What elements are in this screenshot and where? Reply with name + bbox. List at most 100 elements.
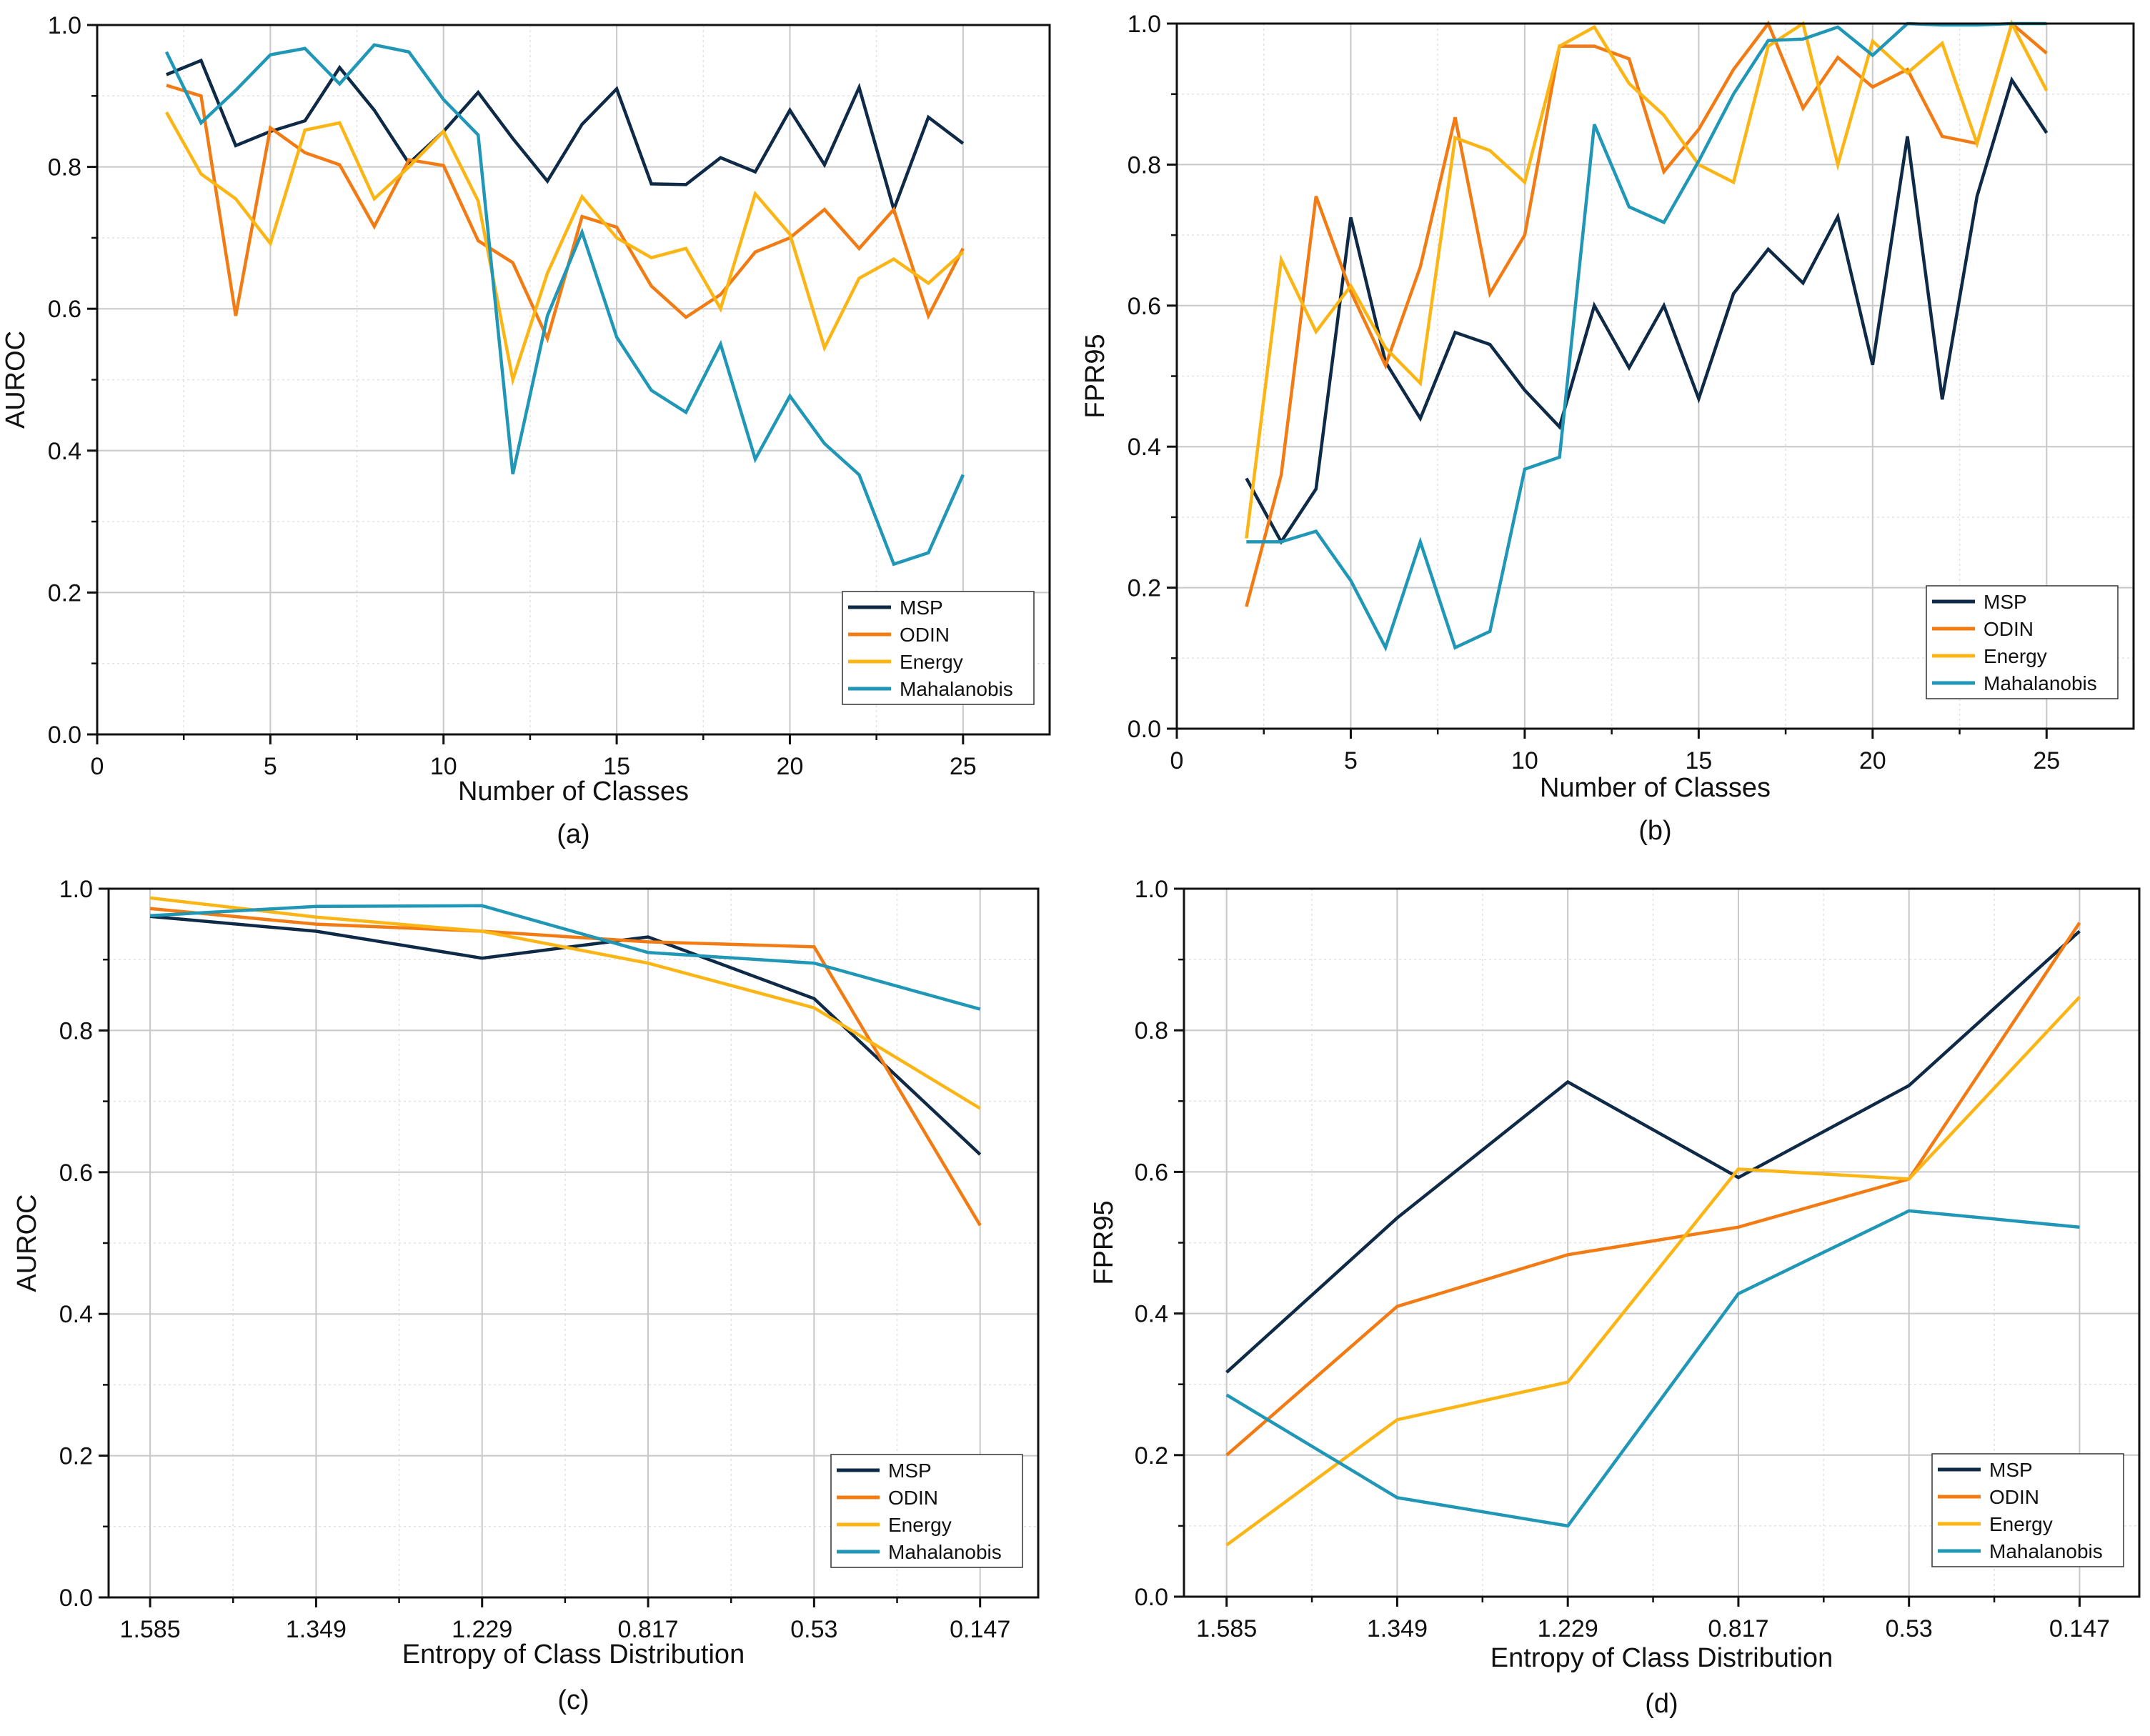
y-tick-label: 0.4	[48, 438, 81, 465]
series-line-msp	[1225, 929, 2081, 1374]
y-tick-label: 0.8	[48, 154, 81, 181]
y-tick-label: 0.2	[1135, 1442, 1168, 1470]
panel-caption: (a)	[557, 819, 589, 849]
x-tick-label: 10	[1511, 747, 1538, 774]
y-tick-label: 0.4	[1135, 1301, 1168, 1328]
legend-label-energy: Energy	[900, 651, 963, 673]
x-axis-title: Entropy of Class Distribution	[402, 1640, 745, 1670]
chart-panel-c: 1.585 1.349 1.229 0.817 0.53 0.147 0.0 0.2 0.4 0.…	[12, 876, 1040, 1715]
legend-label-energy: Energy	[1989, 1513, 2053, 1535]
y-tick-label: 0.0	[59, 1585, 93, 1612]
x-tick-label: 25	[2033, 747, 2060, 774]
series-line-msp	[166, 58, 965, 215]
x-tick-label: 15	[1685, 747, 1712, 774]
x-tick-label: 1.585	[120, 1616, 181, 1643]
y-tick-label: 0.4	[59, 1301, 93, 1328]
legend-label-odin: ODIN	[900, 624, 950, 646]
chart-panel-d: 1.585 1.349 1.229 0.817 0.53 0.147 0.0 0.2 0.4 0.…	[1089, 876, 2141, 1719]
legend-label-odin: ODIN	[1989, 1486, 2039, 1508]
series-line-energy	[149, 896, 981, 1110]
x-tick-label: 20	[777, 753, 804, 780]
x-tick-label: 5	[1344, 747, 1358, 774]
y-tick-label: 0.6	[1135, 1159, 1168, 1186]
x-tick-label: 0	[91, 753, 104, 780]
series-line-mahalanobis	[164, 43, 965, 567]
panel-caption: (b)	[1638, 816, 1671, 846]
x-tick-label: 0.147	[2049, 1615, 2110, 1642]
y-tick-label: 0.0	[1135, 1584, 1168, 1611]
y-tick-label: 0.6	[48, 296, 81, 323]
x-axis-title: Number of Classes	[1540, 773, 1771, 803]
legend-label-mahalanobis: Mahalanobis	[900, 678, 1013, 700]
y-tick-label: 0.4	[1128, 434, 1161, 461]
legend-label-mahalanobis: Mahalanobis	[1984, 672, 2097, 694]
x-tick-label: 1.349	[1367, 1615, 1428, 1642]
y-tick-label: 0.2	[59, 1443, 93, 1470]
x-tick-label: 25	[950, 753, 977, 780]
y-tick-label: 0.2	[48, 579, 81, 607]
x-tick-label: 0.817	[617, 1616, 678, 1643]
x-tick-label: 0	[1170, 747, 1184, 774]
y-tick-label: 0.8	[59, 1017, 93, 1044]
series-line-energy	[1245, 19, 2049, 539]
legend-box	[1926, 585, 2119, 699]
y-axis-title: AUROC	[12, 1194, 42, 1292]
series-line-mahalanobis	[1225, 1209, 2080, 1528]
series-line-odin	[149, 907, 982, 1227]
x-axis-title: Entropy of Class Distribution	[1490, 1643, 1833, 1673]
y-tick-label: 0.6	[59, 1159, 93, 1187]
x-tick-label: 5	[264, 753, 277, 780]
x-axis-title: Number of Classes	[458, 777, 689, 807]
x-tick-label: 20	[1859, 747, 1886, 774]
series-line-mahalanobis	[149, 904, 981, 1011]
legend-label-energy: Energy	[1984, 645, 2047, 667]
y-tick-label: 1.0	[48, 12, 81, 39]
legend: MSP ODIN Energy Mahalanobis	[830, 1454, 1023, 1568]
legend: MSP ODIN Energy Mahalanobis	[842, 591, 1035, 705]
x-tick-label: 1.229	[1538, 1615, 1598, 1642]
legend-label-energy: Energy	[888, 1514, 952, 1536]
legend: MSP ODIN Energy Mahalanobis	[1931, 1453, 2124, 1567]
legend-label-msp: MSP	[1989, 1459, 2033, 1481]
x-tick-label: 1.585	[1196, 1615, 1257, 1642]
chart-panel-a: 0 5 10 15 20 25 0.0 0.2 0.4 0.6 0.8 1.0 Number of Cl…	[1, 12, 1051, 849]
legend-label-msp: MSP	[888, 1460, 932, 1482]
legend-box	[1931, 1453, 2124, 1567]
y-tick-label: 0.0	[48, 722, 81, 749]
y-tick-label: 1.0	[1135, 876, 1168, 903]
x-tick-label: 1.229	[452, 1616, 512, 1643]
legend: MSP ODIN Energy Mahalanobis	[1926, 585, 2119, 699]
y-tick-label: 1.0	[1128, 11, 1161, 38]
legend-label-msp: MSP	[1984, 591, 2027, 613]
x-tick-label: 0.817	[1708, 1615, 1768, 1642]
x-tick-label: 10	[430, 753, 457, 780]
y-axis-title: AUROC	[1, 331, 31, 429]
legend-label-msp: MSP	[900, 597, 943, 619]
y-tick-label: 1.0	[59, 876, 93, 903]
x-tick-label: 1.349	[286, 1616, 347, 1643]
legend-box	[830, 1454, 1023, 1568]
series-line-energy	[164, 111, 965, 386]
x-tick-label: 0.53	[790, 1616, 837, 1643]
y-axis-title: FPR95	[1089, 1200, 1119, 1284]
legend-label-odin: ODIN	[888, 1487, 938, 1509]
panel-caption: (d)	[1645, 1689, 1678, 1719]
series-line-odin	[1245, 20, 2048, 607]
series-line-energy	[1225, 996, 2081, 1547]
y-axis-title: FPR95	[1080, 334, 1110, 418]
series-line-odin	[1225, 922, 2081, 1457]
legend-box	[842, 591, 1035, 705]
y-tick-label: 0.0	[1128, 716, 1161, 743]
legend-label-odin: ODIN	[1984, 618, 2034, 640]
y-tick-label: 0.6	[1128, 293, 1161, 320]
x-tick-label: 15	[603, 753, 630, 780]
x-tick-label: 0.147	[950, 1616, 1010, 1643]
y-tick-label: 0.8	[1135, 1017, 1168, 1044]
legend-label-mahalanobis: Mahalanobis	[888, 1541, 1002, 1563]
y-tick-label: 0.8	[1128, 151, 1161, 179]
legend-label-mahalanobis: Mahalanobis	[1989, 1540, 2103, 1562]
y-tick-label: 0.2	[1128, 575, 1161, 602]
chart-panel-b: 0 5 10 15 20 25 0.0 0.2 0.4 0.6 0.8 1.0 Number of Cl…	[1080, 11, 2135, 846]
panel-caption: (c)	[557, 1685, 589, 1715]
